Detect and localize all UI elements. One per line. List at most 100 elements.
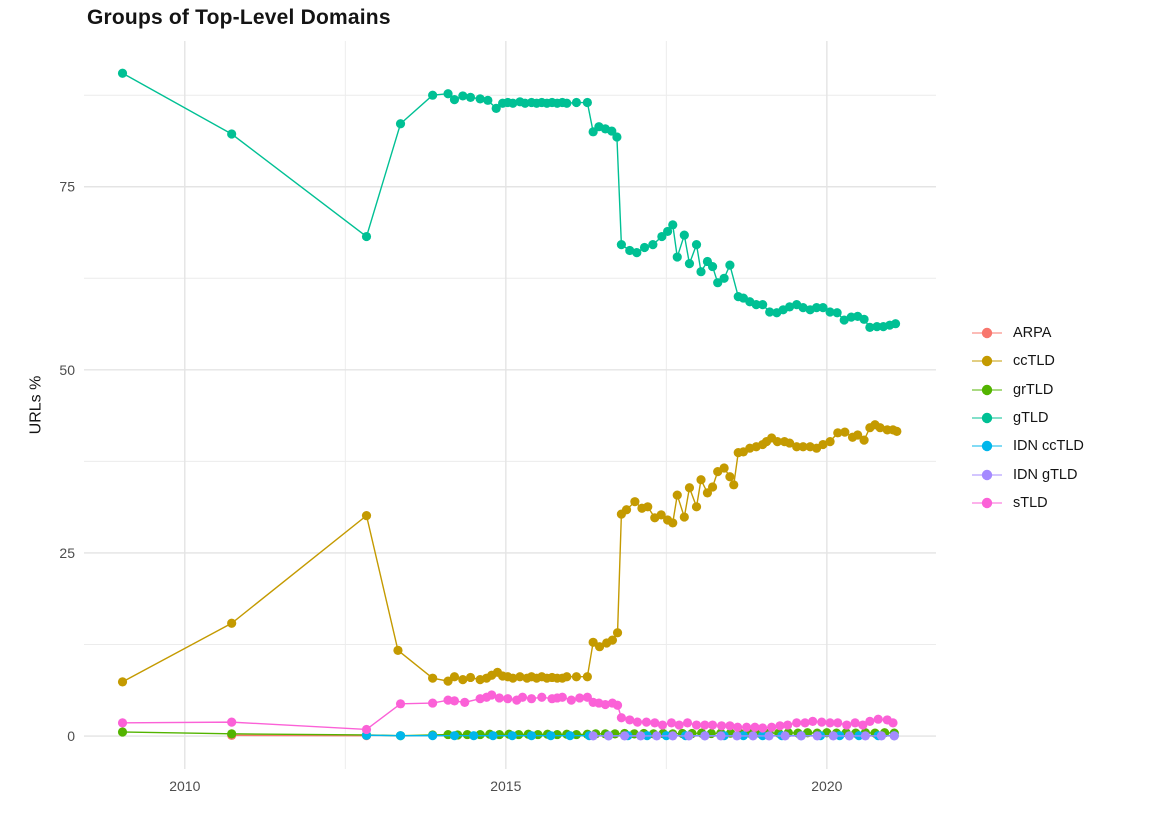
data-point-cctld: [772, 437, 783, 447]
data-point-idn-gtld: [764, 731, 774, 741]
data-point-stld: [566, 695, 576, 705]
data-point-cctld: [582, 672, 592, 682]
data-point-idn-cctld: [526, 731, 537, 741]
data-point-idn-gtld: [732, 731, 742, 741]
data-point-cctld: [643, 502, 653, 512]
data-point-gtld: [663, 226, 673, 237]
data-point-stld: [526, 694, 537, 704]
data-point-idn-cctld: [507, 731, 517, 741]
data-point-stld: [666, 718, 677, 728]
data-point-gtld: [465, 92, 476, 102]
legend-key-dot: [981, 384, 993, 395]
legend-item-stld: sTLD: [971, 489, 1084, 517]
data-point-cctld: [393, 645, 403, 655]
data-point-stld: [817, 717, 827, 727]
data-point-stld: [612, 700, 623, 710]
data-point-gtld: [691, 240, 702, 250]
data-point-stld: [850, 718, 860, 728]
data-point-cctld: [594, 642, 605, 652]
data-point-idn-gtld: [716, 731, 726, 741]
data-point-gtld: [616, 240, 626, 250]
data-point-gtld: [859, 314, 869, 324]
data-point-gtld: [707, 261, 718, 272]
data-point-gtld: [562, 98, 572, 108]
data-point-gtld: [117, 68, 128, 78]
data-point-gtld: [684, 259, 695, 269]
data-point-stld: [395, 699, 406, 709]
legend-key-dot: [981, 469, 993, 480]
data-point-gtld: [725, 260, 735, 270]
data-point-idn-cctld: [488, 731, 498, 741]
data-point-cctld: [656, 510, 666, 520]
y-tick-label: 75: [59, 179, 75, 195]
data-point-stld: [800, 718, 810, 728]
data-point-gtld: [428, 90, 438, 100]
data-point-gtld: [758, 300, 768, 310]
data-point-cctld: [117, 677, 128, 687]
data-point-idn-gtld: [780, 731, 790, 741]
data-point-cctld: [679, 512, 689, 522]
data-point-cctld: [785, 438, 795, 448]
data-point-gtld: [361, 231, 372, 242]
data-point-gtld: [508, 98, 518, 108]
data-point-idn-gtld: [748, 731, 758, 741]
data-point-gtld: [696, 267, 706, 277]
data-point-gtld: [865, 322, 875, 332]
data-point-cctld: [515, 672, 525, 682]
data-point-stld: [707, 720, 718, 730]
data-point-gtld: [672, 252, 682, 262]
data-point-gtld: [395, 119, 406, 129]
data-point-stld: [691, 720, 702, 730]
data-point-stld: [858, 720, 868, 730]
data-point-gtld: [449, 94, 460, 105]
data-point-gtld: [832, 308, 842, 318]
data-point-cctld: [691, 502, 702, 512]
x-tick-label: 2015: [490, 778, 521, 794]
data-point-stld: [625, 715, 635, 725]
data-point-cctld: [588, 637, 598, 647]
chart-title: Groups of Top-Level Domains: [87, 6, 391, 29]
data-point-cctld: [825, 437, 835, 447]
data-point-stld: [641, 717, 652, 727]
data-point-gtld: [811, 302, 822, 313]
data-point-gtld: [872, 322, 882, 332]
data-point-cctld: [571, 672, 582, 682]
legend: ARPA ccTLD grTLD gTLD IDN ccTLD IDN gTLD sTLD: [971, 319, 1084, 517]
data-point-gtld: [475, 94, 485, 104]
data-point-stld: [873, 714, 883, 724]
legend-item-label: sTLD: [1013, 494, 1048, 511]
data-point-grtld: [227, 729, 237, 739]
data-point-gtld: [612, 132, 622, 142]
data-point-stld: [808, 716, 818, 726]
data-point-cctld: [361, 510, 372, 521]
data-point-stld: [888, 718, 898, 728]
data-point-gtld: [227, 129, 237, 139]
legend-item-label: ARPA: [1013, 325, 1052, 342]
data-point-idn-gtld: [588, 731, 598, 741]
data-point-cctld: [729, 480, 739, 490]
data-point-cctld: [562, 672, 572, 682]
data-point-stld: [783, 720, 793, 730]
data-point-cctld: [859, 435, 869, 445]
data-point-cctld: [833, 428, 843, 438]
y-axis-title: URLs %: [7, 0, 66, 810]
x-tick-label: 2020: [811, 778, 842, 794]
data-point-gtld: [713, 278, 723, 288]
legend-item-label: grTLD: [1013, 381, 1054, 398]
legend-item-cctld: ccTLD: [971, 347, 1084, 375]
data-point-idn-gtld: [684, 731, 694, 741]
data-point-stld: [741, 722, 752, 732]
data-point-cctld: [668, 518, 678, 528]
data-point-gtld: [765, 307, 775, 317]
data-point-cctld: [508, 673, 518, 683]
data-point-idn-cctld: [546, 731, 556, 741]
data-point-stld: [700, 720, 710, 730]
legend-key-icon: [972, 384, 1002, 395]
data-point-stld: [449, 696, 460, 706]
data-point-idn-cctld: [395, 731, 406, 741]
legend-key-icon: [972, 441, 1002, 452]
data-point-stld: [725, 721, 735, 731]
data-point-stld: [833, 718, 843, 728]
data-point-cctld: [465, 672, 476, 683]
